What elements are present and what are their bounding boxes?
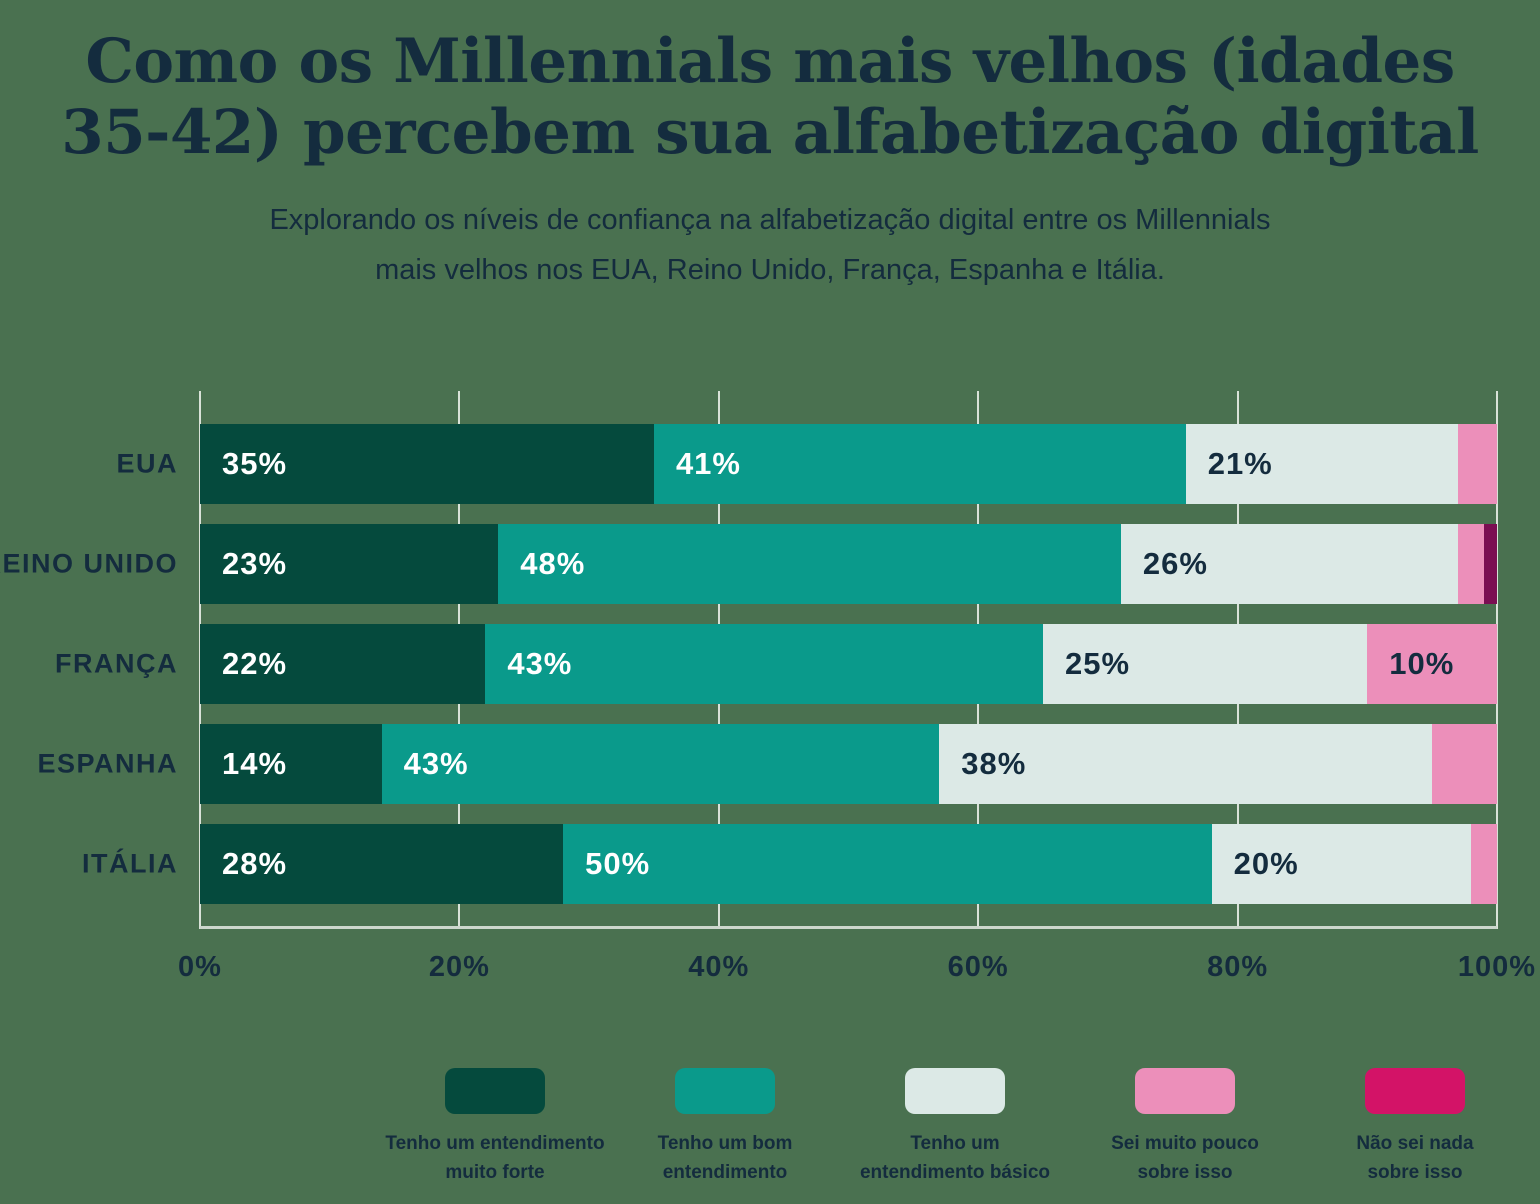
category-label: FRANÇA xyxy=(55,648,178,679)
x-axis-ticks: 0% 20% 40% 60% 80% 100% xyxy=(178,951,1535,995)
x-tick-label: 100% xyxy=(1457,951,1537,983)
gridline xyxy=(1496,391,1498,929)
x-tick-label: 20% xyxy=(428,951,490,983)
legend-item: Tenho um entendimento básico xyxy=(840,1068,1070,1187)
bar-row: ESPANHA 14% 43% 38% xyxy=(37,724,1497,804)
bar-segment: 25% xyxy=(1043,624,1368,704)
bar-segment-label: 28% xyxy=(222,846,288,881)
bar-segment: 41% xyxy=(653,424,1186,504)
legend-item: Não sei nada sobre isso xyxy=(1300,1068,1530,1187)
legend-item-label: Sei muito pouco sobre isso xyxy=(1111,1133,1259,1183)
bar-segment: 14% xyxy=(200,724,382,804)
bar-segment-label: 14% xyxy=(222,746,288,781)
legend-swatch xyxy=(1365,1068,1465,1114)
bar-segment-label: 22% xyxy=(222,646,288,681)
legend-item-label: Tenho um bom entendimento xyxy=(657,1133,793,1183)
legend-item-label: Não sei nada sobre isso xyxy=(1356,1133,1474,1183)
bar-segment-label: 35% xyxy=(222,446,288,481)
bar-segment: 10% xyxy=(1367,624,1497,704)
category-label: ITÁLIA xyxy=(82,848,178,879)
bar-segment: 23% xyxy=(200,524,499,604)
bar-segment-label: 38% xyxy=(961,746,1027,781)
legend-item-label: Tenho um entendimento básico xyxy=(859,1133,1051,1183)
bar-segment: 22% xyxy=(200,624,486,704)
bar-segment xyxy=(1484,524,1497,604)
legend-swatch xyxy=(1135,1068,1235,1114)
bar-segment xyxy=(1458,524,1484,604)
legend-swatch xyxy=(675,1068,775,1114)
x-tick-label: 60% xyxy=(947,951,1009,983)
bar-segment: 38% xyxy=(939,724,1433,804)
bar-segment xyxy=(1471,824,1497,904)
bar-segment: 28% xyxy=(200,824,564,904)
category-label: EUA xyxy=(116,448,178,479)
legend-item: Sei muito pouco sobre isso xyxy=(1070,1068,1300,1187)
chart-legend: Tenho um entendimento muito forte Tenho um… xyxy=(380,1068,1530,1187)
bar-segment: 43% xyxy=(485,624,1044,704)
legend-swatch xyxy=(445,1068,545,1114)
bar-segment xyxy=(1458,424,1497,504)
infographic: Como os Millennials mais velhos (idades … xyxy=(0,26,1540,1183)
x-axis-line xyxy=(200,926,1497,929)
legend-swatch xyxy=(905,1068,1005,1114)
chart-header: Como os Millennials mais velhos (idades … xyxy=(0,26,1540,296)
bar-segment-label: 20% xyxy=(1233,846,1299,881)
x-tick-label: 0% xyxy=(178,951,222,983)
bar-segment: 20% xyxy=(1211,824,1472,904)
bar-segment xyxy=(1432,724,1497,804)
bar-segment: 26% xyxy=(1120,524,1459,604)
category-label: ESPANHA xyxy=(37,748,178,779)
bar-segment-label: 43% xyxy=(507,646,573,681)
legend-item: Tenho um entendimento muito forte xyxy=(380,1068,610,1187)
bar-row: ITÁLIA 28% 50% 20% xyxy=(82,824,1497,904)
bar-segment-label: 41% xyxy=(675,446,741,481)
legend-item-label: Tenho um entendimento muito forte xyxy=(385,1133,605,1183)
bar-rows: EUA 35% 41% 21% REINO UNIDO 23% 48% 26% FRANÇA 22… xyxy=(0,424,1497,904)
plot-area: EUA 35% 41% 21% REINO UNIDO 23% 48% 26% FRANÇA 22… xyxy=(0,391,1498,929)
bar-segment: 50% xyxy=(563,824,1212,904)
bar-segment: 48% xyxy=(498,524,1121,604)
x-tick-label: 80% xyxy=(1207,951,1269,983)
bar-segment-label: 26% xyxy=(1142,546,1208,581)
bar-segment-label: 25% xyxy=(1065,646,1131,681)
bar-segment-label: 48% xyxy=(520,546,586,581)
bar-segment: 43% xyxy=(381,724,940,804)
bar-row: EUA 35% 41% 21% xyxy=(116,424,1497,504)
subtitle: Explorando os níveis de confiança na alf… xyxy=(269,203,1271,287)
legend-item: Tenho um bom entendimento xyxy=(610,1068,840,1187)
bar-segment: 35% xyxy=(200,424,654,504)
page-title: Como os Millennials mais velhos (idades … xyxy=(61,26,1479,169)
bar-row: FRANÇA 22% 43% 25% 10% xyxy=(55,624,1497,704)
bar-segment-label: 10% xyxy=(1389,646,1455,681)
bar-segment-label: 43% xyxy=(403,746,469,781)
bar-segment: 21% xyxy=(1185,424,1459,504)
bar-segment-label: 21% xyxy=(1207,446,1273,481)
bar-row: REINO UNIDO 23% 48% 26% xyxy=(0,524,1497,604)
bar-segment-label: 23% xyxy=(222,546,288,581)
x-tick-label: 40% xyxy=(688,951,750,983)
category-label: REINO UNIDO xyxy=(0,548,178,579)
bar-segment-label: 50% xyxy=(585,846,651,881)
